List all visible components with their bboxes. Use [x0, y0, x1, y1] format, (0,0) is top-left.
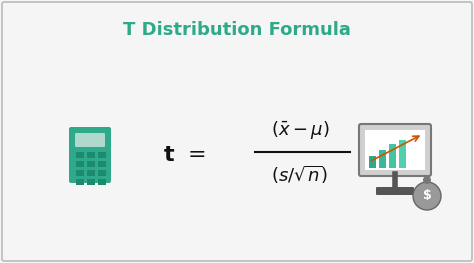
Bar: [98, 161, 106, 167]
Circle shape: [413, 182, 441, 210]
Bar: [369, 156, 376, 168]
Bar: [87, 170, 95, 176]
Text: $: $: [423, 190, 431, 203]
Bar: [76, 152, 84, 158]
Bar: [87, 179, 95, 185]
Bar: [87, 152, 95, 158]
Bar: [399, 140, 406, 168]
FancyBboxPatch shape: [69, 127, 111, 183]
Text: $(s/\sqrt{n})$: $(s/\sqrt{n})$: [271, 164, 328, 186]
Bar: [98, 179, 106, 185]
Text: T Distribution Formula: T Distribution Formula: [123, 21, 351, 39]
Bar: [389, 144, 396, 168]
Bar: [76, 170, 84, 176]
Bar: [98, 170, 106, 176]
Text: $(\bar{x} - \mu)$: $(\bar{x} - \mu)$: [271, 119, 329, 141]
Bar: [379, 150, 386, 168]
Bar: [76, 161, 84, 167]
FancyBboxPatch shape: [2, 2, 472, 261]
FancyBboxPatch shape: [376, 187, 414, 195]
FancyBboxPatch shape: [75, 133, 105, 147]
Text: $\mathbf{t}$  =: $\mathbf{t}$ =: [164, 145, 207, 165]
Bar: [76, 179, 84, 185]
FancyBboxPatch shape: [359, 124, 431, 176]
Circle shape: [423, 176, 431, 184]
Bar: [87, 161, 95, 167]
Bar: [98, 152, 106, 158]
Bar: [365, 130, 425, 170]
